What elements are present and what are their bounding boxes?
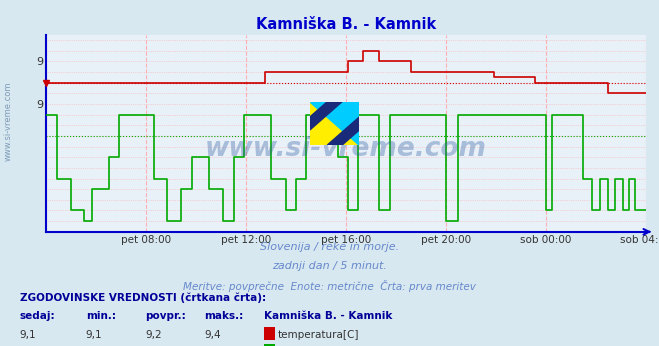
Text: 9,2: 9,2 bbox=[145, 330, 161, 340]
Text: min.:: min.: bbox=[86, 311, 116, 321]
Text: temperatura[C]: temperatura[C] bbox=[278, 330, 360, 340]
Title: Kamniška B. - Kamnik: Kamniška B. - Kamnik bbox=[256, 17, 436, 32]
Text: 9,1: 9,1 bbox=[86, 330, 102, 340]
Text: www.si-vreme.com: www.si-vreme.com bbox=[3, 81, 13, 161]
Polygon shape bbox=[310, 102, 342, 130]
Text: sedaj:: sedaj: bbox=[20, 311, 55, 321]
Polygon shape bbox=[310, 102, 359, 145]
Polygon shape bbox=[328, 117, 359, 145]
Text: www.si-vreme.com: www.si-vreme.com bbox=[205, 136, 487, 162]
Text: zadnji dan / 5 minut.: zadnji dan / 5 minut. bbox=[272, 261, 387, 271]
Text: Meritve: povprečne  Enote: metrične  Črta: prva meritev: Meritve: povprečne Enote: metrične Črta:… bbox=[183, 280, 476, 292]
Text: 9,1: 9,1 bbox=[20, 330, 36, 340]
Text: 9,4: 9,4 bbox=[204, 330, 221, 340]
Text: maks.:: maks.: bbox=[204, 311, 244, 321]
Text: Slovenija / reke in morje.: Slovenija / reke in morje. bbox=[260, 242, 399, 252]
Text: Kamniška B. - Kamnik: Kamniška B. - Kamnik bbox=[264, 311, 392, 321]
Polygon shape bbox=[310, 102, 359, 145]
Text: ZGODOVINSKE VREDNOSTI (črtkana črta):: ZGODOVINSKE VREDNOSTI (črtkana črta): bbox=[20, 292, 266, 303]
Text: povpr.:: povpr.: bbox=[145, 311, 186, 321]
